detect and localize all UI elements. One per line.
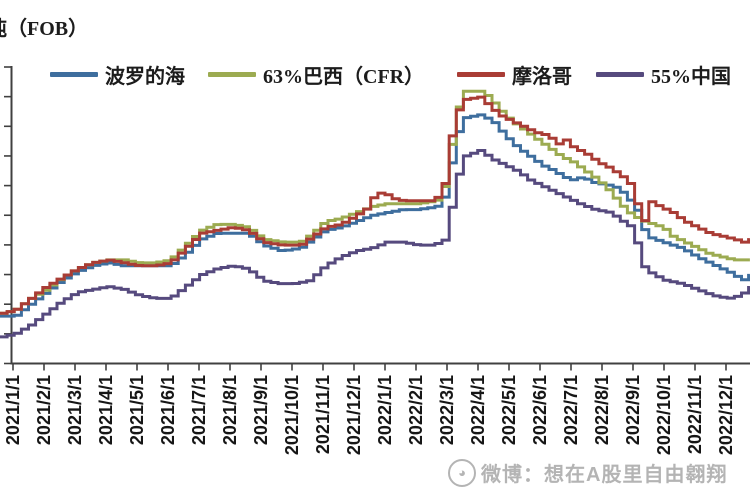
x-axis-label: 2021/11/1 [313,375,333,454]
x-axis-label: 2022/12/1 [716,375,736,455]
x-axis-label: 2022/5/1 [499,375,519,445]
legend-label: 63%巴西（CFR） [263,65,425,88]
watermark-text: 微博：想在A股里自由翱翔 [481,464,728,486]
legend-line-swatch [457,71,505,77]
x-axis-label: 2021/8/1 [220,375,240,445]
x-axis-label: 2021/5/1 [127,375,147,445]
legend-item-1: 波罗的海 [50,60,185,88]
chart-title: 吨（FOB） [0,18,89,40]
x-axis-label: 2021/4/1 [96,375,116,445]
legend-label: 55%中国 [651,65,731,88]
x-axis-label: 2021/10/1 [282,375,302,455]
series-line-4-55%中国 [0,149,750,339]
x-axis-label: 2021/6/1 [158,375,178,445]
legend-label: 波罗的海 [105,65,185,88]
legend-item-3: 摩洛哥 [457,60,572,88]
chart-legend: 波罗的海 63%巴西（CFR） 摩洛哥 55%中国 [0,60,750,88]
watermark: ◕ 微博：想在A股里自由翱翔 [448,458,727,487]
x-axis-label: 2021/7/1 [189,375,209,445]
x-axis-label: 2021/2/1 [34,375,54,445]
x-axis-label: 2021/1/1 [3,375,23,445]
legend-line-swatch [50,71,98,77]
x-axis-label: 2021/3/1 [65,375,85,445]
x-axis-label: 2022/7/1 [561,375,581,445]
x-axis-label: 2022/2/1 [406,375,426,445]
legend-line-swatch [596,71,644,77]
x-axis-label: 2021/9/1 [251,375,271,445]
x-axis-label: 2022/1/1 [375,375,395,445]
series-line-1-波罗的海 [0,113,750,318]
x-axis-label: 2022/11/1 [685,375,705,454]
legend-item-4: 55%中国 [596,60,731,88]
legend-label: 摩洛哥 [512,65,572,88]
legend-line-swatch [208,71,256,77]
legend-item-2: 63%巴西（CFR） [208,60,424,88]
x-axis-label: 2022/4/1 [468,375,488,445]
x-axis-label: 2022/9/1 [623,375,643,445]
x-axis-label: 2022/8/1 [592,375,612,445]
x-axis-label: 2022/6/1 [530,375,550,445]
x-axis-label: 2021/12/1 [344,375,364,455]
weibo-circle-logo-icon: ◕ [448,458,476,487]
x-axis-label: 2022/3/1 [437,375,457,445]
series-line-3-摩洛哥 [0,95,750,315]
x-axis-label: 2022/10/1 [654,375,674,455]
